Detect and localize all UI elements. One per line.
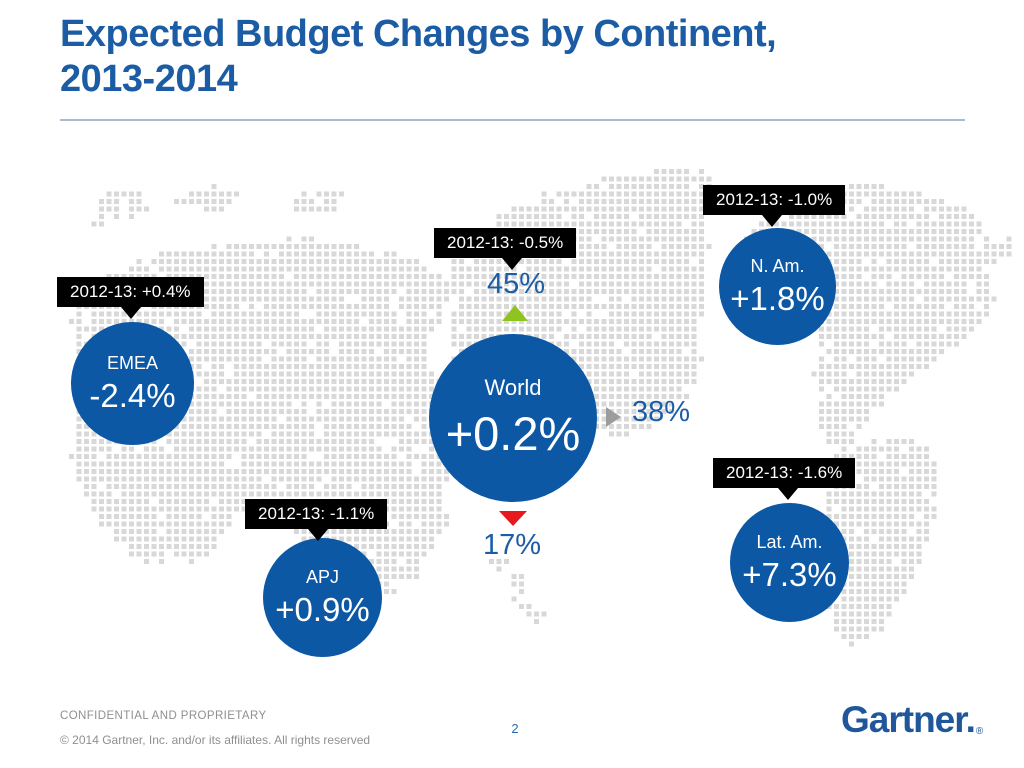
bubble-nam: N. Am. +1.8% (719, 228, 836, 345)
bubble-emea-value: -2.4% (89, 376, 176, 414)
page-title-line1: Expected Budget Changes by Continent, (60, 13, 777, 55)
callout-tail-icon (778, 488, 798, 500)
callout-apj-label: 2012-13: -1.1% (258, 504, 375, 523)
bubble-apj-name: APJ (305, 566, 339, 587)
callout-tail-icon (308, 529, 328, 541)
arrow-up-icon (502, 305, 528, 321)
page-title-line2: 2013-2014 (60, 58, 238, 100)
callout-latam: 2012-13: -1.6% (713, 458, 856, 500)
world-increase-percent: 45% (486, 268, 546, 300)
world-flat-percent: 38% (632, 396, 691, 428)
callout-tail-icon (502, 258, 522, 270)
callout-latam-label: 2012-13: -1.6% (726, 463, 843, 482)
bubble-latam-name: Lat. Am. (756, 531, 823, 552)
callout-world-label: 2012-13: -0.5% (447, 233, 564, 252)
callout-emea: 2012-13: +0.4% (57, 277, 204, 319)
gartner-logo: Gartner.® (841, 699, 983, 741)
callout-apj: 2012-13: -1.1% (245, 499, 388, 541)
world-decrease-percent: 17% (482, 529, 542, 561)
callout-nam-label: 2012-13: -1.0% (716, 190, 833, 209)
bubble-nam-name: N. Am. (750, 255, 805, 276)
page-title: Expected Budget Changes by Continent, 20… (60, 12, 980, 102)
bubble-apj-value: +0.9% (275, 590, 370, 628)
confidential-notice: CONFIDENTIAL AND PROPRIETARY (60, 710, 267, 722)
bubble-emea: EMEA -2.4% (71, 322, 194, 445)
registered-mark-icon: ® (975, 726, 983, 737)
title-divider (60, 119, 965, 121)
bubble-emea-name: EMEA (106, 352, 158, 373)
callout-nam: 2012-13: -1.0% (703, 185, 846, 227)
callout-tail-icon (762, 215, 782, 227)
callout-emea-label: 2012-13: +0.4% (70, 282, 191, 301)
bubble-latam-value: +7.3% (742, 555, 837, 593)
copyright-notice: © 2014 Gartner, Inc. and/or its affiliat… (60, 733, 371, 747)
bubble-world-value: +0.2% (445, 407, 581, 460)
arrow-right-icon (606, 407, 621, 427)
bubble-apj: APJ +0.9% (263, 538, 382, 657)
gartner-logo-text: Gartner. (841, 699, 976, 740)
bubble-world: World +0.2% (429, 334, 597, 502)
bubble-world-name: World (484, 375, 542, 400)
bubble-latam: Lat. Am. +7.3% (730, 503, 849, 622)
callout-tail-icon (121, 307, 141, 319)
arrow-down-icon (499, 511, 527, 526)
bubble-nam-value: +1.8% (730, 279, 825, 317)
page-number: 2 (511, 721, 519, 736)
callout-world: 2012-13: -0.5% (434, 228, 577, 270)
